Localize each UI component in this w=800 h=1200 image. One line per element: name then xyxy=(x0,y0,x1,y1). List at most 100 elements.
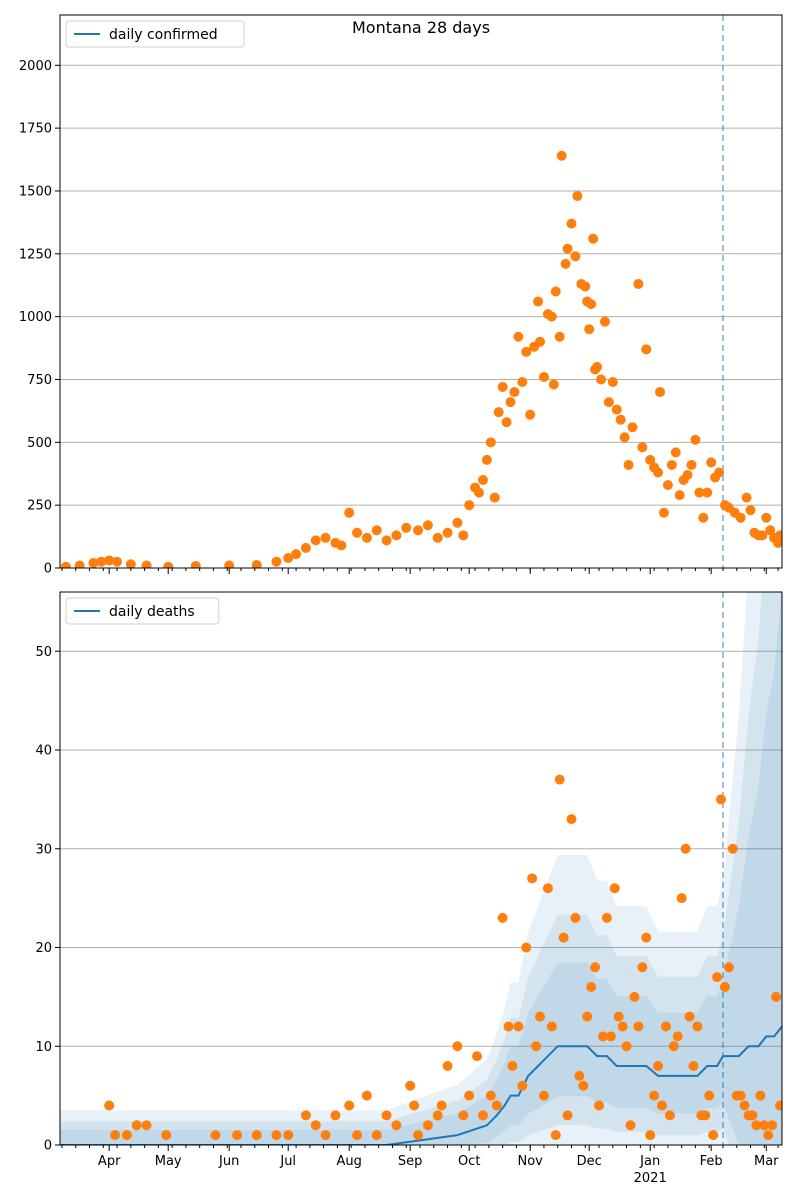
data-point xyxy=(517,1080,528,1091)
data-point xyxy=(562,243,573,254)
data-point xyxy=(501,417,512,428)
data-point xyxy=(300,542,311,553)
data-point xyxy=(763,1130,774,1141)
data-point xyxy=(531,1041,542,1052)
x-tick-label: Feb xyxy=(700,1154,723,1169)
data-point xyxy=(615,414,626,425)
data-point xyxy=(546,1021,557,1032)
data-point xyxy=(664,1110,675,1121)
data-point xyxy=(580,281,591,292)
data-point xyxy=(599,316,610,327)
data-point xyxy=(641,932,652,943)
data-point xyxy=(232,1130,243,1141)
legend: daily confirmed xyxy=(65,20,245,48)
data-point xyxy=(700,1110,711,1121)
data-point xyxy=(497,382,508,393)
legend-label: daily confirmed xyxy=(109,27,218,43)
plot-area xyxy=(60,592,782,1145)
data-point xyxy=(485,1090,496,1101)
y-tick-label: 1750 xyxy=(19,122,52,137)
data-point xyxy=(775,530,782,541)
data-point xyxy=(645,1130,656,1141)
data-point xyxy=(493,407,504,418)
data-point xyxy=(121,1130,132,1141)
y-tick-label: 500 xyxy=(27,436,52,451)
data-point xyxy=(741,492,752,503)
data-point xyxy=(371,525,382,536)
data-point xyxy=(603,397,614,408)
data-point xyxy=(698,512,709,523)
data-point xyxy=(271,1130,282,1141)
data-point xyxy=(686,459,697,470)
data-point xyxy=(509,387,520,398)
data-point xyxy=(727,843,738,854)
data-point xyxy=(535,336,546,347)
data-point xyxy=(210,1130,221,1141)
data-point xyxy=(676,893,687,904)
data-point xyxy=(352,527,363,538)
data-point xyxy=(658,507,669,518)
data-point xyxy=(596,374,607,385)
data-point xyxy=(708,1130,719,1141)
legend-box xyxy=(65,597,220,625)
data-point xyxy=(458,530,469,541)
legend: daily deaths xyxy=(65,597,220,625)
y-tick-label: 0 xyxy=(44,1139,52,1154)
data-point xyxy=(401,522,412,533)
data-point xyxy=(442,527,453,538)
data-point xyxy=(609,883,620,894)
data-point xyxy=(660,1021,671,1032)
legend-box xyxy=(65,20,245,48)
data-point xyxy=(436,1100,447,1111)
y-tick-label: 1500 xyxy=(19,184,52,199)
data-point xyxy=(755,1090,766,1101)
data-point xyxy=(773,537,782,548)
data-point xyxy=(546,311,557,322)
data-point xyxy=(271,556,282,567)
x-tick-label: Nov xyxy=(517,1154,543,1169)
data-point xyxy=(550,1130,561,1141)
data-point xyxy=(570,912,581,923)
data-point xyxy=(251,559,262,568)
data-point xyxy=(554,774,565,785)
data-point xyxy=(489,492,500,503)
data-point xyxy=(692,1021,703,1032)
data-point xyxy=(458,1110,469,1121)
data-point xyxy=(584,324,595,335)
data-point xyxy=(617,1021,628,1032)
data-point xyxy=(472,1051,483,1062)
data-point xyxy=(474,487,485,498)
data-point xyxy=(432,1110,443,1121)
data-point xyxy=(409,1100,420,1111)
data-point xyxy=(739,1100,750,1111)
data-point xyxy=(491,1100,502,1111)
data-point xyxy=(723,962,734,973)
data-point xyxy=(125,559,136,568)
y-tick-label: 30 xyxy=(35,842,52,857)
y-tick-label: 2000 xyxy=(19,59,52,74)
y-tick-label: 50 xyxy=(35,645,52,660)
x-tick-label: Aug xyxy=(336,1154,361,1169)
data-point xyxy=(352,1130,363,1141)
data-point xyxy=(422,1120,433,1131)
data-point xyxy=(719,982,730,992)
x-tick-label: Jan xyxy=(639,1154,660,1169)
data-point xyxy=(391,1120,402,1131)
data-point xyxy=(442,1061,453,1071)
data-point xyxy=(141,1120,152,1131)
y-tick-label: 20 xyxy=(35,941,52,956)
data-point xyxy=(761,512,772,523)
data-point xyxy=(112,556,123,567)
data-point xyxy=(503,1021,514,1032)
data-point xyxy=(655,387,666,398)
data-point xyxy=(413,1130,424,1141)
uncertainty-band xyxy=(60,592,782,1145)
data-point xyxy=(574,1070,585,1081)
x-tick-label: Sep xyxy=(398,1154,423,1169)
data-point xyxy=(716,794,727,805)
data-point xyxy=(550,286,561,297)
data-point xyxy=(554,331,565,342)
data-point xyxy=(320,532,331,543)
data-point xyxy=(336,540,347,551)
data-point xyxy=(586,982,597,992)
